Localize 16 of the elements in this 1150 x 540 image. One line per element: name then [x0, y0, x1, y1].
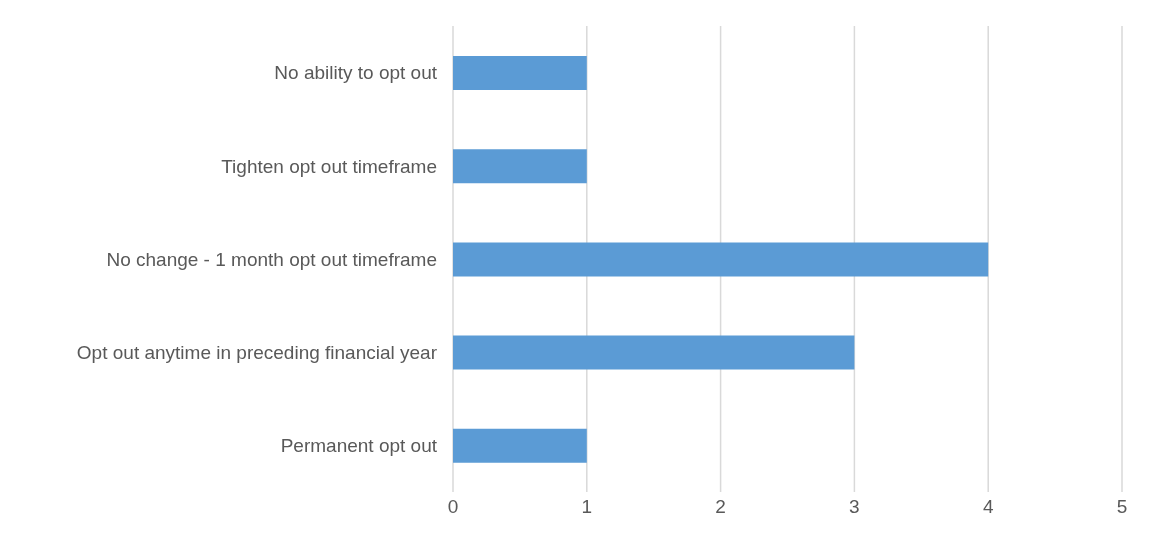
bar: [453, 335, 855, 370]
x-tick-label: 0: [447, 496, 459, 518]
y-tick-label: Opt out anytime in preceding financial year: [76, 341, 438, 363]
x-tick-label: 1: [581, 496, 593, 518]
x-tick-label: 2: [715, 496, 726, 518]
bar: [453, 149, 587, 184]
x-tick-label: 5: [1116, 496, 1128, 518]
y-tick-label: Permanent opt out: [280, 435, 438, 457]
y-tick-label: No change - 1 month opt out timeframe: [106, 248, 437, 270]
x-tick-label: 3: [849, 496, 860, 518]
y-tick-label: Tighten opt out timeframe: [221, 155, 437, 177]
bar: [453, 56, 587, 90]
x-tick-label: 4: [982, 496, 994, 518]
bar: [453, 242, 989, 277]
bar: [453, 428, 587, 463]
y-tick-label: No ability to opt out: [274, 62, 438, 84]
